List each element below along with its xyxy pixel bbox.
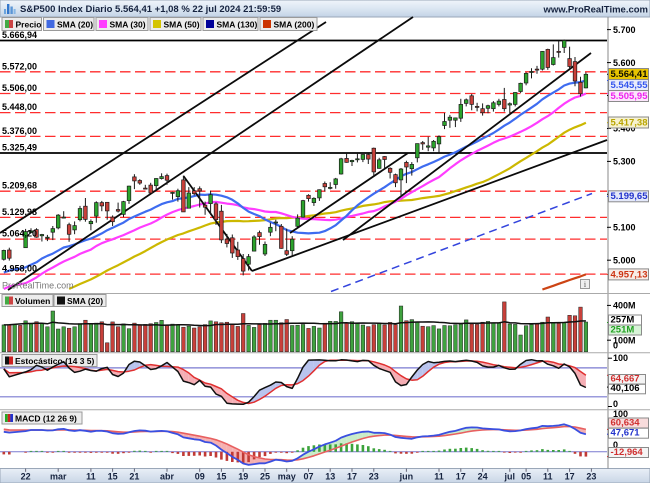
svg-text:11: 11 (86, 472, 96, 482)
svg-text:may: may (278, 472, 296, 482)
svg-text:17: 17 (565, 472, 575, 482)
svg-text:5.300: 5.300 (613, 157, 636, 167)
svg-text:5.417,38: 5.417,38 (611, 117, 648, 128)
svg-text:25: 25 (260, 472, 270, 482)
svg-text:SMA (50): SMA (50) (164, 20, 200, 30)
svg-text:40,106: 40,106 (611, 383, 640, 394)
svg-text:100M: 100M (613, 335, 636, 345)
svg-text:5.666,94: 5.666,94 (2, 30, 37, 40)
svg-text:09: 09 (195, 472, 205, 482)
svg-text:5.506,00: 5.506,00 (2, 83, 37, 93)
svg-text:SMA (20): SMA (20) (57, 20, 93, 30)
svg-text:21: 21 (129, 472, 139, 482)
svg-text:0: 0 (613, 399, 618, 409)
svg-text:5.600: 5.600 (613, 58, 636, 68)
svg-text:15: 15 (108, 472, 118, 482)
svg-text:5.209,68: 5.209,68 (2, 181, 37, 191)
svg-text:jul: jul (504, 472, 516, 482)
svg-text:5.400: 5.400 (613, 124, 636, 134)
svg-text:i: i (584, 280, 587, 289)
svg-text:abr: abr (160, 472, 175, 482)
svg-text:Volumen: Volumen (15, 296, 50, 306)
svg-text:SMA (20): SMA (20) (67, 296, 103, 306)
svg-text:mar: mar (50, 472, 67, 482)
svg-text:400M: 400M (613, 301, 636, 311)
svg-text:60,634: 60,634 (611, 417, 641, 428)
svg-text:www.ProRealTime.com: www.ProRealTime.com (542, 5, 648, 16)
svg-text:0: 0 (613, 440, 618, 450)
svg-text:Precio: Precio (16, 20, 42, 30)
svg-text:47,671: 47,671 (611, 428, 641, 439)
svg-text:100: 100 (613, 353, 628, 363)
svg-text:5.325,49: 5.325,49 (2, 143, 37, 153)
svg-text:5.564,41: 5.564,41 (611, 69, 649, 80)
svg-text:05: 05 (521, 472, 531, 482)
svg-text:5.100: 5.100 (613, 223, 636, 233)
svg-text:13: 13 (325, 472, 335, 482)
svg-text:5.572,00: 5.572,00 (2, 61, 37, 71)
svg-text:-12,964: -12,964 (611, 447, 644, 458)
svg-text:5.505,95: 5.505,95 (611, 91, 649, 102)
svg-text:5.000: 5.000 (613, 255, 636, 265)
svg-text:23: 23 (586, 472, 596, 482)
svg-text:jun: jun (399, 472, 414, 482)
svg-text:5.545,55: 5.545,55 (611, 80, 649, 91)
svg-text:07: 07 (303, 472, 313, 482)
svg-text:23: 23 (369, 472, 379, 482)
svg-text:4.958,00: 4.958,00 (2, 264, 37, 274)
svg-text:251M: 251M (611, 324, 635, 335)
svg-text:22: 22 (21, 472, 31, 482)
svg-text:SMA (200): SMA (200) (274, 20, 315, 30)
svg-text:15: 15 (216, 472, 226, 482)
svg-text:24: 24 (478, 472, 488, 482)
svg-text:S&P500 Index Diario 5.564,41 +: S&P500 Index Diario 5.564,41 +1,08 % 22 … (20, 4, 281, 15)
svg-text:64,667: 64,667 (611, 373, 640, 384)
svg-text:SMA (30): SMA (30) (110, 20, 146, 30)
svg-text:5.376,00: 5.376,00 (2, 126, 37, 136)
svg-text:5.199,65: 5.199,65 (611, 191, 649, 202)
svg-text:17: 17 (347, 472, 357, 482)
svg-text:ProRealTime.com: ProRealTime.com (2, 281, 74, 291)
svg-text:257M: 257M (611, 314, 635, 325)
svg-text:0: 0 (613, 341, 618, 351)
svg-text:11: 11 (434, 472, 444, 482)
svg-text:5.064,20: 5.064,20 (2, 229, 37, 239)
svg-text:5.448,00: 5.448,00 (2, 102, 37, 112)
svg-text:MACD (12 26 9): MACD (12 26 9) (15, 414, 77, 424)
svg-text:SMA (130): SMA (130) (217, 20, 258, 30)
svg-text:Estocástico (14 3 5): Estocástico (14 3 5) (15, 356, 95, 366)
svg-text:17: 17 (456, 472, 466, 482)
svg-text:19: 19 (238, 472, 248, 482)
svg-text:11: 11 (543, 472, 553, 482)
svg-text:5.700: 5.700 (613, 25, 636, 35)
svg-text:4.957,13: 4.957,13 (611, 269, 648, 280)
svg-text:100: 100 (613, 409, 628, 419)
svg-text:5.129,98: 5.129,98 (2, 207, 37, 217)
